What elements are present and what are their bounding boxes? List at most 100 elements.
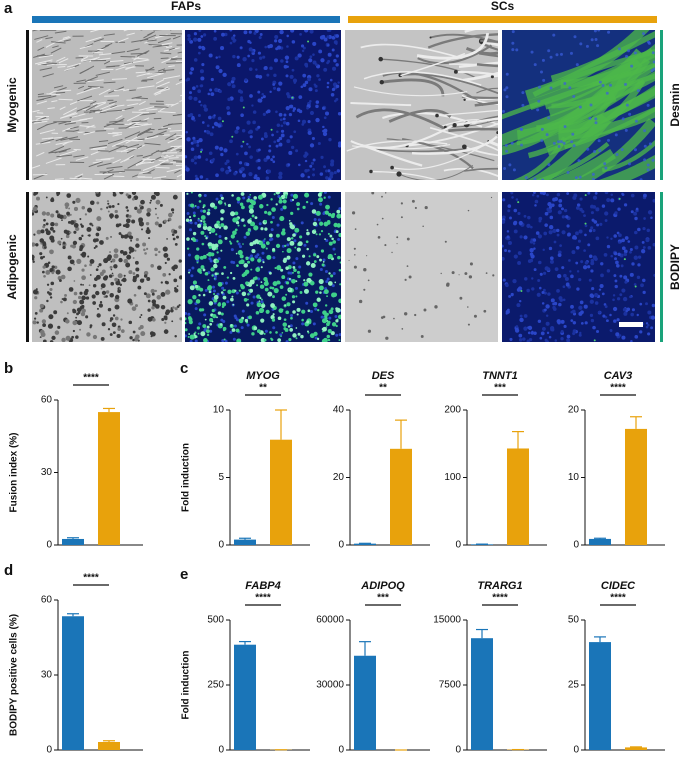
cell: [123, 158, 130, 162]
nucleus: [236, 63, 241, 68]
nucleus: [502, 109, 506, 113]
nucleus: [320, 315, 324, 319]
lipid: [205, 329, 210, 334]
nucleus: [287, 163, 291, 166]
lipid: [290, 237, 294, 240]
cell: [167, 135, 182, 144]
cell: [146, 108, 158, 111]
lipid: [47, 261, 51, 264]
lipid: [200, 230, 205, 235]
lipid: [150, 288, 155, 294]
lipid: [200, 219, 203, 223]
lipid: [128, 251, 132, 254]
nucleus: [197, 113, 201, 117]
myotube: [436, 109, 498, 117]
nucleus: [646, 163, 650, 167]
nucleus: [617, 207, 621, 211]
myotube: [454, 117, 498, 127]
nucleus: [602, 314, 606, 318]
lipid: [319, 258, 322, 262]
nucleus: [250, 254, 254, 258]
nucleus: [197, 89, 202, 94]
nucleus: [556, 192, 561, 197]
cell: [138, 112, 156, 116]
nucleus: [214, 145, 219, 150]
nucleus: [584, 261, 589, 265]
nucleus: [550, 298, 555, 303]
lipid: [190, 192, 193, 194]
lipid: [251, 332, 255, 336]
group-bar: [348, 16, 657, 23]
nucleus: [324, 111, 330, 116]
cell: [125, 135, 140, 144]
debris: [351, 211, 356, 215]
nucleus: [555, 228, 560, 233]
nucleus: [577, 159, 581, 163]
cell: [58, 98, 73, 101]
myotube: [398, 164, 474, 180]
lipid: [293, 268, 297, 273]
lipid: [323, 196, 326, 199]
lipid: [134, 249, 137, 252]
nucleus: [268, 238, 272, 242]
cell: [113, 88, 125, 92]
nucleus: [570, 140, 574, 144]
lipid: [36, 321, 39, 324]
cell: [95, 71, 110, 76]
lipid: [101, 322, 106, 327]
lipid: [231, 194, 234, 197]
myotube: [461, 95, 498, 99]
cell: [46, 62, 57, 64]
signal: [517, 201, 520, 204]
lipid: [290, 211, 294, 215]
lipid: [149, 201, 152, 204]
lipid: [291, 198, 295, 202]
lipid: [81, 308, 86, 314]
nucleus: [301, 49, 305, 53]
debris: [411, 199, 415, 203]
lipid: [204, 272, 207, 275]
lipid: [207, 208, 211, 212]
lipid: [91, 294, 96, 299]
lipid: [54, 222, 59, 227]
lipid: [331, 322, 337, 327]
nucleus: [338, 333, 341, 337]
lipid: [60, 274, 66, 280]
lipid: [189, 285, 195, 291]
nucleus: [552, 302, 555, 306]
nucleus: [530, 50, 534, 54]
cell: [176, 149, 182, 151]
nucleus: [241, 129, 246, 133]
nucleus: [651, 158, 655, 162]
lipid: [51, 271, 55, 275]
lipid: [287, 325, 291, 328]
cell: [176, 135, 182, 138]
lipid: [307, 331, 310, 334]
nucleus: [185, 155, 188, 159]
nucleus: [258, 148, 261, 152]
lipid: [188, 271, 191, 274]
lipid: [192, 231, 197, 236]
nucleus: [599, 284, 604, 289]
lipid: [327, 253, 333, 260]
lipid: [250, 221, 256, 227]
lipid: [120, 329, 125, 333]
nucleus: [598, 288, 602, 291]
panel-label: c: [180, 360, 188, 377]
lipid: [325, 326, 328, 328]
lipid: [314, 229, 316, 231]
cell: [106, 109, 122, 112]
nucleus: [524, 277, 528, 281]
nucleus: [652, 198, 655, 203]
lipid: [148, 237, 151, 240]
lipid: [326, 295, 328, 298]
lipid: [197, 268, 202, 273]
lipid: [197, 332, 200, 335]
nucleus: [285, 74, 289, 78]
nucleus: [219, 146, 224, 151]
nucleus: [557, 210, 562, 215]
lipid: [42, 270, 45, 274]
lipid: [113, 248, 119, 254]
nucleus: [215, 197, 219, 201]
lipid: [175, 235, 180, 239]
